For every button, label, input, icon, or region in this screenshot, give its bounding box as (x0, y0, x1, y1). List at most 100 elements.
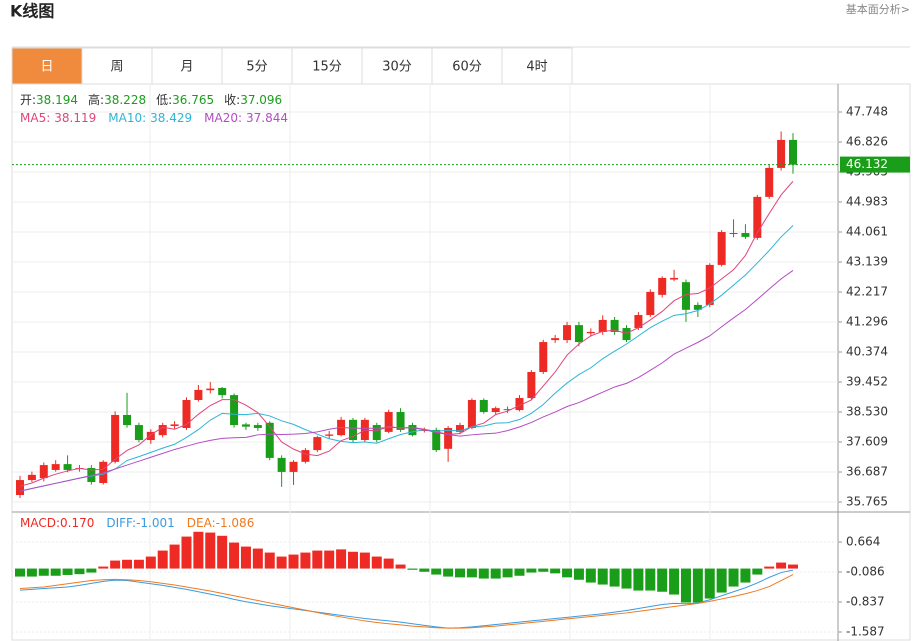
macd-bar (157, 550, 168, 569)
macd-bar (407, 568, 418, 570)
ma-line (19, 225, 794, 492)
tab-label[interactable]: 周 (110, 60, 123, 75)
candle-body (241, 424, 250, 427)
candle-body (194, 389, 203, 400)
macd-bar (776, 562, 787, 569)
candle-body (63, 464, 72, 470)
tab-label[interactable]: 5分 (246, 60, 267, 75)
y-tick-label: 39.452 (846, 375, 888, 389)
macd-bar (585, 568, 596, 583)
macd-bar (514, 568, 525, 576)
candle-body (658, 277, 667, 295)
tab[interactable] (501, 47, 573, 85)
tab-label[interactable]: 30分 (382, 60, 412, 75)
readout-label: 低: (156, 93, 172, 107)
candle-body (574, 325, 583, 343)
macd-bar (573, 568, 584, 580)
candle-body (479, 399, 488, 413)
macd-bar (455, 568, 466, 578)
candle-body (563, 325, 572, 341)
candle-body (622, 328, 631, 341)
y-tick-label: 41.296 (846, 314, 888, 328)
candle-body (777, 139, 786, 168)
macd-bar (764, 566, 775, 569)
tab[interactable] (361, 47, 433, 85)
candle-body (158, 425, 167, 436)
candle-body (396, 412, 405, 430)
candle-body (753, 196, 762, 238)
candle-body (467, 399, 476, 428)
ma-line (19, 270, 794, 492)
y-tick-label: 40.374 (846, 345, 888, 359)
last-price-tag (840, 156, 910, 173)
ohlc-readout: 开:38.194 高:38.228 低:36.765 收:37.096 (20, 92, 282, 107)
candle-body (539, 342, 548, 372)
candle-body (384, 412, 393, 432)
tab-label[interactable]: 15分 (312, 60, 342, 75)
last-price-label: 46.132 (846, 157, 888, 171)
link[interactable]: 基本面分析> (846, 2, 910, 16)
candle-body (39, 465, 48, 479)
candle-body (456, 425, 465, 432)
macd-bar (169, 544, 180, 569)
diff-line (19, 569, 794, 629)
y-tick-label: 36.687 (846, 465, 888, 479)
macd-bar (502, 568, 513, 578)
candle-body (420, 429, 429, 431)
macd-bar (752, 568, 763, 575)
macd-bar (74, 568, 85, 575)
macd-bar (680, 568, 691, 603)
y-tick-label: 43.139 (846, 255, 888, 269)
y-tick-label: 0.664 (846, 535, 880, 549)
candle-body (729, 233, 738, 235)
candle-body (134, 425, 143, 441)
tab-label[interactable]: 4时 (526, 60, 547, 75)
candle-body (253, 425, 262, 428)
ma-readout: MA5: 38.119 MA10: 38.429 MA20: 37.844 (20, 111, 288, 125)
tab[interactable] (431, 47, 503, 85)
candle-body (372, 425, 381, 441)
tab[interactable] (11, 47, 83, 85)
tab[interactable] (151, 47, 223, 85)
macd-bar (633, 568, 644, 591)
macd-bar (609, 568, 620, 587)
macd-bar (371, 556, 382, 569)
page-title: K线图 (10, 2, 54, 21)
macd-bar (645, 568, 656, 591)
candle-body (313, 437, 322, 451)
candle-body (444, 427, 453, 449)
y-tick-label: 44.061 (846, 224, 888, 238)
candle-body (586, 331, 595, 334)
macd-bar (550, 568, 561, 574)
macd-bar (288, 554, 299, 569)
macd-bar (562, 568, 573, 578)
candle-body (348, 419, 357, 441)
macd-bar (347, 551, 358, 569)
macd-bar (336, 549, 347, 569)
ma-value: 38.429 (150, 111, 192, 125)
macd-bar (133, 559, 144, 569)
ma-label: MA20: (204, 111, 242, 125)
macd-readout-label: MACD: (20, 516, 60, 530)
macd-bar (692, 568, 703, 603)
readout-value: 37.096 (240, 93, 282, 107)
tab-label[interactable]: 月 (180, 60, 193, 75)
candle-body (503, 409, 512, 411)
candle-body (789, 139, 797, 165)
macd-readout-label: DIFF: (106, 516, 136, 530)
macd-bar (312, 550, 323, 569)
tab-label[interactable]: 日 (40, 60, 53, 75)
y-tick-label: -0.837 (846, 595, 885, 609)
y-tick-label: 47.748 (846, 104, 888, 118)
tab-label[interactable]: 60分 (452, 60, 482, 75)
tab[interactable] (221, 47, 293, 85)
macd-bar (145, 556, 156, 569)
y-tick-label: 35.765 (846, 495, 888, 509)
macd-bar (788, 564, 798, 569)
macd-bar (621, 568, 632, 589)
candle-body (206, 388, 215, 391)
candle-body (230, 395, 239, 426)
candle-body (693, 304, 702, 310)
candle-body (765, 167, 774, 197)
candle-body (301, 450, 310, 462)
